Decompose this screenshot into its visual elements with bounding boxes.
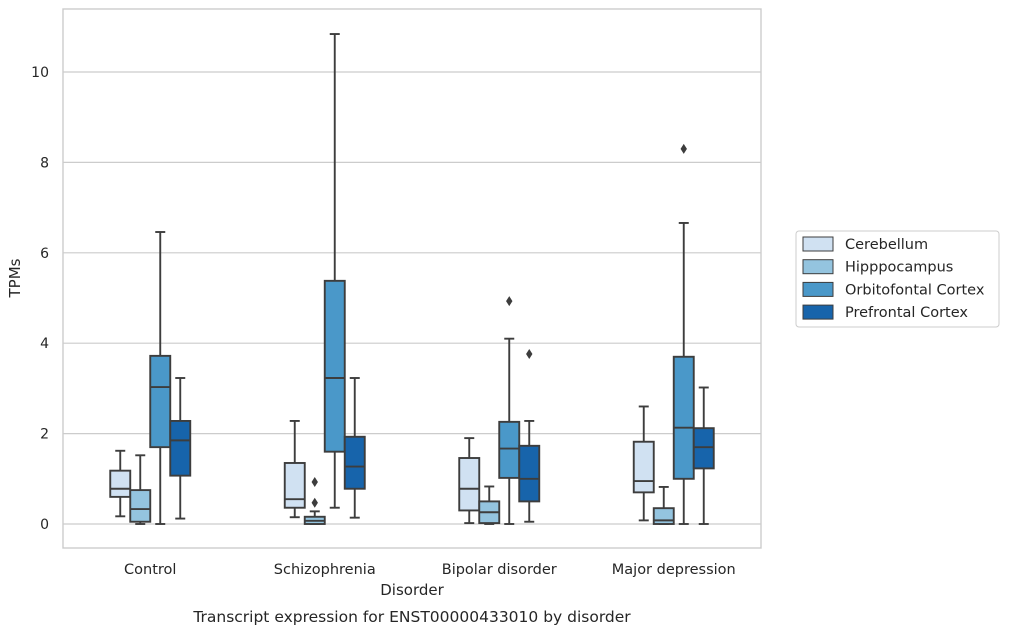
box-hipppocampus: [129, 454, 152, 525]
box-cerebellum: [458, 437, 481, 525]
box-prefrontal-cortex: [169, 377, 192, 520]
x-tick-label: Bipolar disorder: [442, 562, 557, 578]
iqr-box: [518, 444, 541, 503]
y-tick-label: 8: [40, 155, 49, 171]
iqr-box: [149, 354, 172, 449]
box-prefrontal-cortex: [518, 349, 541, 523]
box-orbitofontal-cortex: [149, 231, 172, 525]
legend-swatch: [802, 236, 834, 252]
box-cerebellum: [632, 405, 655, 522]
outlier-point: [506, 296, 513, 307]
x-tick-label: Control: [124, 562, 176, 578]
iqr-box: [652, 507, 675, 525]
x-tick-label: Major depression: [612, 562, 736, 578]
grid-lines: [63, 71, 761, 525]
legend-label: Orbitofontal Cortex: [845, 282, 985, 298]
legend-swatch: [802, 304, 834, 320]
box-prefrontal-cortex: [343, 377, 366, 519]
box-cerebellum: [283, 419, 306, 519]
y-tick-label: 10: [31, 65, 49, 81]
x-tick-label: Schizophrenia: [274, 562, 376, 578]
box-cerebellum: [109, 449, 132, 518]
legend-swatch: [802, 259, 834, 275]
box-plots: [109, 33, 715, 525]
legend-swatch: [802, 281, 834, 297]
legend-frame: [795, 230, 1000, 328]
legend-label: Prefrontal Cortex: [845, 305, 968, 321]
box-orbitofontal-cortex: [672, 143, 695, 525]
box-hipppocampus: [478, 485, 501, 525]
legend: Cerebellum Hipppocampus Orbitofontal Corte…: [795, 230, 1000, 328]
x-axis-label: Disorder: [380, 581, 444, 599]
iqr-box: [498, 420, 521, 479]
y-tick-label: 0: [40, 517, 49, 533]
box-hipppocampus: [303, 476, 326, 525]
chart-caption: Transcript expression for ENST0000043301…: [192, 608, 631, 626]
box-orbitofontal-cortex: [498, 296, 521, 525]
iqr-box: [283, 462, 306, 509]
box-prefrontal-cortex: [692, 386, 715, 525]
x-tick-labels: Control Schizophrenia Bipolar disorder Majo…: [124, 562, 736, 578]
iqr-box: [458, 457, 481, 512]
y-tick-label: 2: [40, 427, 49, 443]
outlier-point: [680, 143, 687, 154]
iqr-box: [169, 419, 192, 477]
iqr-box: [672, 355, 695, 480]
outlier-point: [311, 497, 318, 508]
y-tick-label: 6: [40, 246, 49, 262]
plot-frame: [62, 8, 762, 549]
iqr-box: [109, 469, 132, 498]
legend-label: Hipppocampus: [845, 260, 953, 276]
outlier-point: [526, 349, 533, 360]
iqr-box: [129, 489, 152, 523]
iqr-box: [632, 440, 655, 494]
legend-label: Cerebellum: [845, 237, 928, 253]
y-axis-label: TPMs: [6, 258, 24, 298]
outlier-point: [311, 476, 318, 487]
y-tick-labels: 0 2 4 6 8 10: [31, 65, 49, 533]
iqr-box: [323, 279, 346, 453]
iqr-box: [343, 435, 366, 490]
iqr-box: [692, 427, 715, 470]
box-hipppocampus: [652, 485, 675, 525]
y-tick-label: 4: [40, 336, 49, 352]
box-orbitofontal-cortex: [323, 33, 346, 509]
